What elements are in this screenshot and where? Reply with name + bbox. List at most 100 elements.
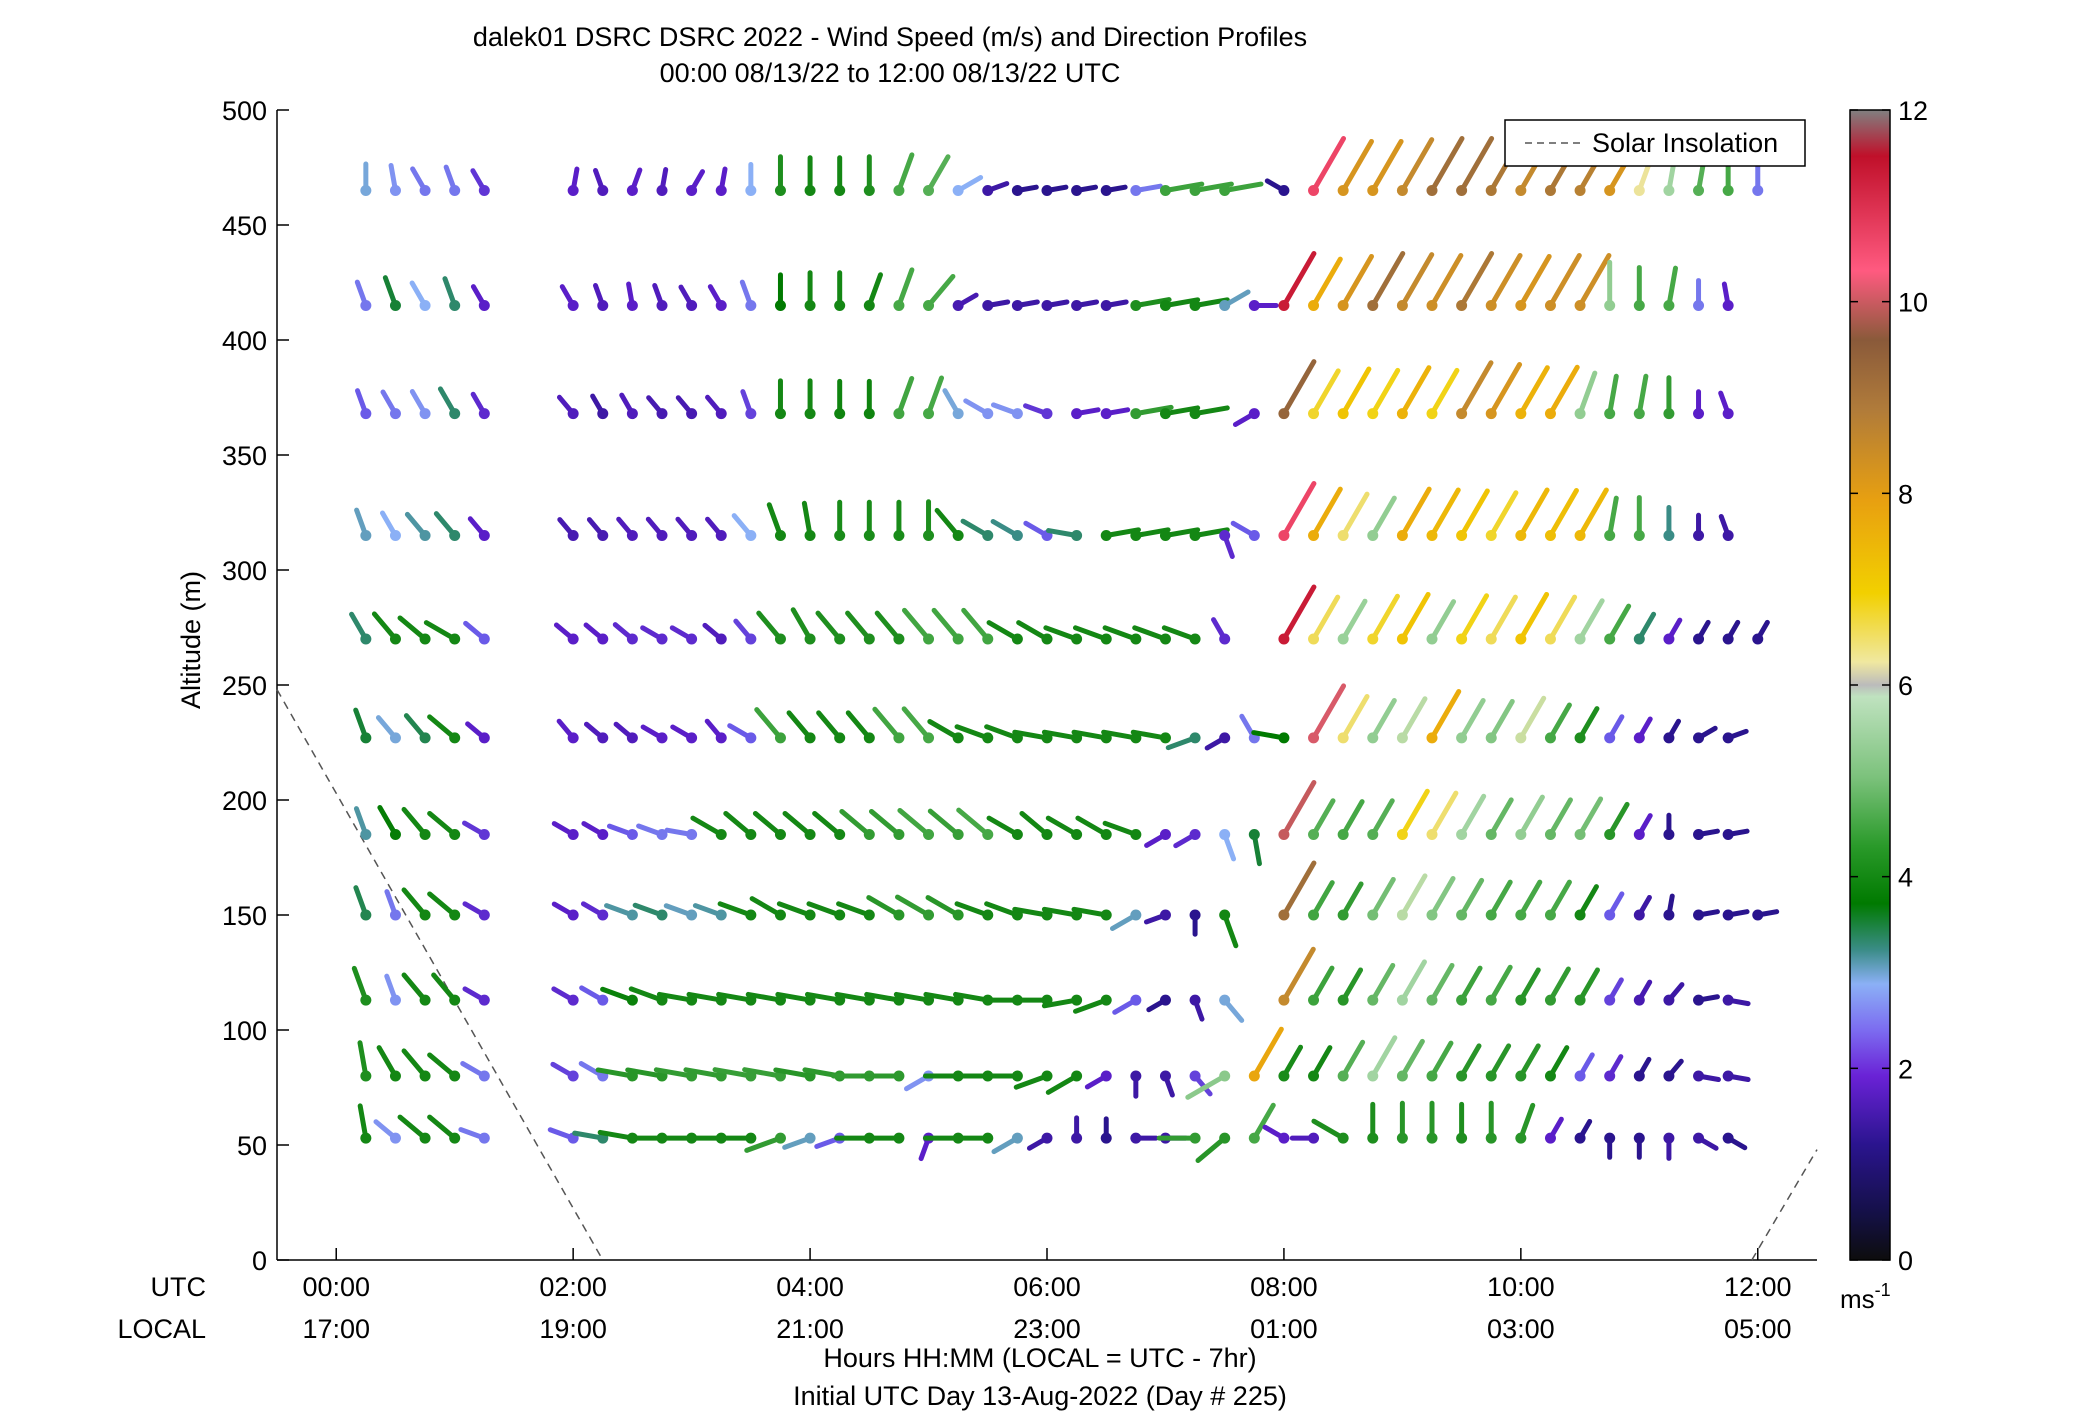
wind-barb-dot xyxy=(1456,1070,1468,1082)
wind-barb-dot xyxy=(1130,408,1142,420)
wind-barb-shaft xyxy=(790,607,813,642)
wind-barb-dot xyxy=(1396,732,1408,744)
wind-barb-dot xyxy=(804,530,816,541)
wind-barb-dot xyxy=(715,185,727,196)
wind-barb-dot xyxy=(1189,408,1201,420)
wind-barb-dot xyxy=(1100,1132,1112,1144)
wind-barb-dot xyxy=(1485,994,1497,1006)
wind-barb-dot xyxy=(1071,994,1083,1006)
wind-barb-shaft xyxy=(1488,362,1523,417)
wind-barb-dot xyxy=(389,909,401,921)
wind-barb-dot xyxy=(686,909,698,921)
colorbar-tick-label: 4 xyxy=(1898,863,1913,893)
wind-barb-dot xyxy=(745,909,757,921)
y-tick-label: 350 xyxy=(222,441,267,471)
wind-barb-dot xyxy=(863,633,875,645)
solar-insolation-line xyxy=(276,689,604,1261)
wind-barb-shaft xyxy=(1370,593,1400,642)
colorbar-tick-label: 10 xyxy=(1898,288,1928,318)
wind-barb-dot xyxy=(478,994,490,1006)
wind-barb-dot xyxy=(1130,829,1142,840)
x-tick-label-local: 19:00 xyxy=(539,1314,607,1344)
wind-barb-dot xyxy=(478,408,490,420)
wind-barb-dot xyxy=(1071,185,1083,196)
wind-barb-dot xyxy=(1100,1070,1112,1082)
wind-barb-shaft xyxy=(931,607,961,642)
wind-barb-shaft xyxy=(742,1067,783,1079)
wind-barb-shaft xyxy=(1340,694,1370,741)
wind-barb-dot xyxy=(567,633,579,645)
wind-barb-dot xyxy=(1219,994,1231,1006)
wind-barb-dot xyxy=(360,732,372,744)
wind-barb-dot xyxy=(597,994,609,1006)
wind-barb-dot xyxy=(1515,530,1527,541)
wind-barb-dot xyxy=(1308,300,1320,311)
wind-barb-shaft xyxy=(896,375,915,417)
wind-barb-dot xyxy=(1456,408,1468,420)
wind-barb-dot xyxy=(1485,530,1497,541)
wind-barb-shaft xyxy=(1459,877,1485,918)
wind-barb-dot xyxy=(1189,909,1201,921)
wind-barb-dot xyxy=(360,300,372,311)
wind-barb-dot xyxy=(1159,829,1171,840)
wind-barb-dot xyxy=(1604,633,1616,645)
wind-barb-dot xyxy=(360,1132,372,1144)
wind-barb-shaft xyxy=(595,1067,635,1079)
wind-barb-dot xyxy=(774,732,786,744)
wind-barb-dot xyxy=(1337,530,1349,541)
wind-barb-shaft xyxy=(1399,365,1432,417)
wind-barb-shaft xyxy=(1311,683,1347,741)
wind-barb-dot xyxy=(1663,1070,1675,1082)
wind-barb-dot xyxy=(419,732,431,744)
wind-barb-dot xyxy=(1189,1070,1201,1082)
wind-barb-shaft xyxy=(1340,799,1365,837)
legend: Solar Insolation xyxy=(1504,119,1806,167)
wind-barb-shaft xyxy=(1281,251,1317,308)
y-tick-label: 150 xyxy=(222,901,267,931)
wind-barb-shaft xyxy=(1281,359,1317,417)
wind-barb-dot xyxy=(419,909,431,921)
x-tick-label-local: 01:00 xyxy=(1250,1314,1318,1344)
wind-barb-dot xyxy=(1100,633,1112,645)
wind-barb-dot xyxy=(1604,185,1616,196)
wind-barb-shaft xyxy=(1370,1035,1398,1079)
wind-barb-dot xyxy=(1308,185,1320,196)
wind-barb-shaft xyxy=(1429,253,1464,308)
wind-barb-dot xyxy=(1396,408,1408,420)
wind-barb-dot xyxy=(1219,633,1231,645)
wind-barb-dot xyxy=(1248,1070,1260,1082)
colorbar-tick-label: 12 xyxy=(1898,96,1928,126)
wind-barb-shaft xyxy=(1311,486,1343,538)
wind-barb-dot xyxy=(1426,300,1438,311)
wind-barb-dot xyxy=(419,1132,431,1144)
wind-barb-dot xyxy=(745,829,757,840)
wind-barb-shaft xyxy=(1429,367,1460,417)
wind-barb-dot xyxy=(745,408,757,420)
wind-barb-dot xyxy=(389,1132,401,1144)
wind-barb-dot xyxy=(1308,530,1320,541)
wind-barb-shaft xyxy=(1195,1135,1228,1163)
wind-barb-shaft xyxy=(1370,962,1396,1003)
wind-barb-dot xyxy=(1574,994,1586,1006)
wind-barb-dot xyxy=(982,1132,994,1144)
wind-barb-dot xyxy=(1278,408,1290,420)
wind-barb-shaft xyxy=(1518,794,1545,837)
wind-barb-dot xyxy=(893,829,905,840)
wind-barb-dot xyxy=(982,408,994,420)
wind-barb-shaft xyxy=(926,375,945,417)
x-axis-label: Hours HH:MM (LOCAL = UTC - 7hr) xyxy=(823,1343,1256,1373)
wind-barb-dot xyxy=(389,994,401,1006)
wind-barb-dot xyxy=(449,300,461,311)
wind-barb-shaft xyxy=(1459,251,1495,308)
wind-barb-dot xyxy=(1456,909,1468,921)
wind-barb-shaft xyxy=(1666,265,1679,308)
wind-barb-shaft xyxy=(1311,880,1335,918)
wind-barb-dot xyxy=(1308,633,1320,645)
wind-barb-shaft xyxy=(925,895,961,918)
wind-barb-shaft xyxy=(896,267,915,308)
colorbar-unit-base: ms xyxy=(1840,1284,1875,1314)
wind-barb-dot xyxy=(804,633,816,645)
wind-barb-shaft xyxy=(1429,1040,1454,1079)
wind-barb-dot xyxy=(449,408,461,420)
y-tick-label: 50 xyxy=(237,1131,267,1161)
